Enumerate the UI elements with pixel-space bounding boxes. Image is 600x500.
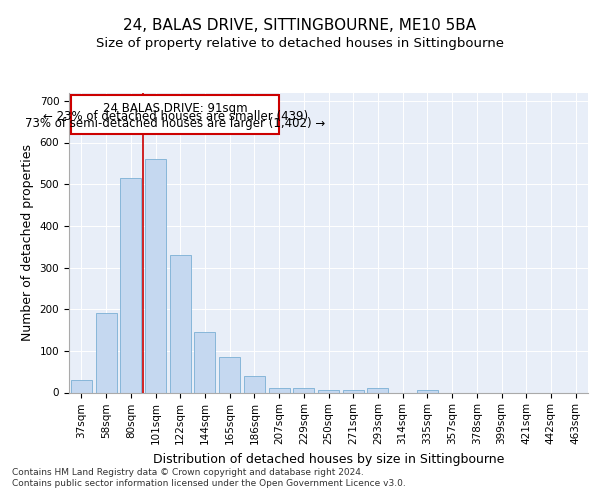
Bar bbox=[417, 390, 438, 392]
Bar bbox=[367, 388, 388, 392]
Bar bbox=[293, 388, 314, 392]
Bar bbox=[120, 178, 141, 392]
Bar bbox=[219, 357, 240, 392]
Bar bbox=[95, 314, 116, 392]
X-axis label: Distribution of detached houses by size in Sittingbourne: Distribution of detached houses by size … bbox=[153, 452, 504, 466]
Text: Contains HM Land Registry data © Crown copyright and database right 2024.
Contai: Contains HM Land Registry data © Crown c… bbox=[12, 468, 406, 487]
Bar bbox=[318, 390, 339, 392]
FancyBboxPatch shape bbox=[71, 94, 279, 134]
Bar bbox=[269, 388, 290, 392]
Text: 24 BALAS DRIVE: 91sqm: 24 BALAS DRIVE: 91sqm bbox=[103, 102, 248, 115]
Text: Size of property relative to detached houses in Sittingbourne: Size of property relative to detached ho… bbox=[96, 38, 504, 51]
Text: 24, BALAS DRIVE, SITTINGBOURNE, ME10 5BA: 24, BALAS DRIVE, SITTINGBOURNE, ME10 5BA bbox=[124, 18, 476, 32]
Text: 73% of semi-detached houses are larger (1,402) →: 73% of semi-detached houses are larger (… bbox=[25, 117, 325, 130]
Bar bbox=[170, 255, 191, 392]
Text: ← 23% of detached houses are smaller (439): ← 23% of detached houses are smaller (43… bbox=[43, 110, 308, 122]
Bar bbox=[71, 380, 92, 392]
Bar bbox=[343, 390, 364, 392]
Bar bbox=[244, 376, 265, 392]
Bar bbox=[145, 159, 166, 392]
Bar bbox=[194, 332, 215, 392]
Y-axis label: Number of detached properties: Number of detached properties bbox=[21, 144, 34, 341]
